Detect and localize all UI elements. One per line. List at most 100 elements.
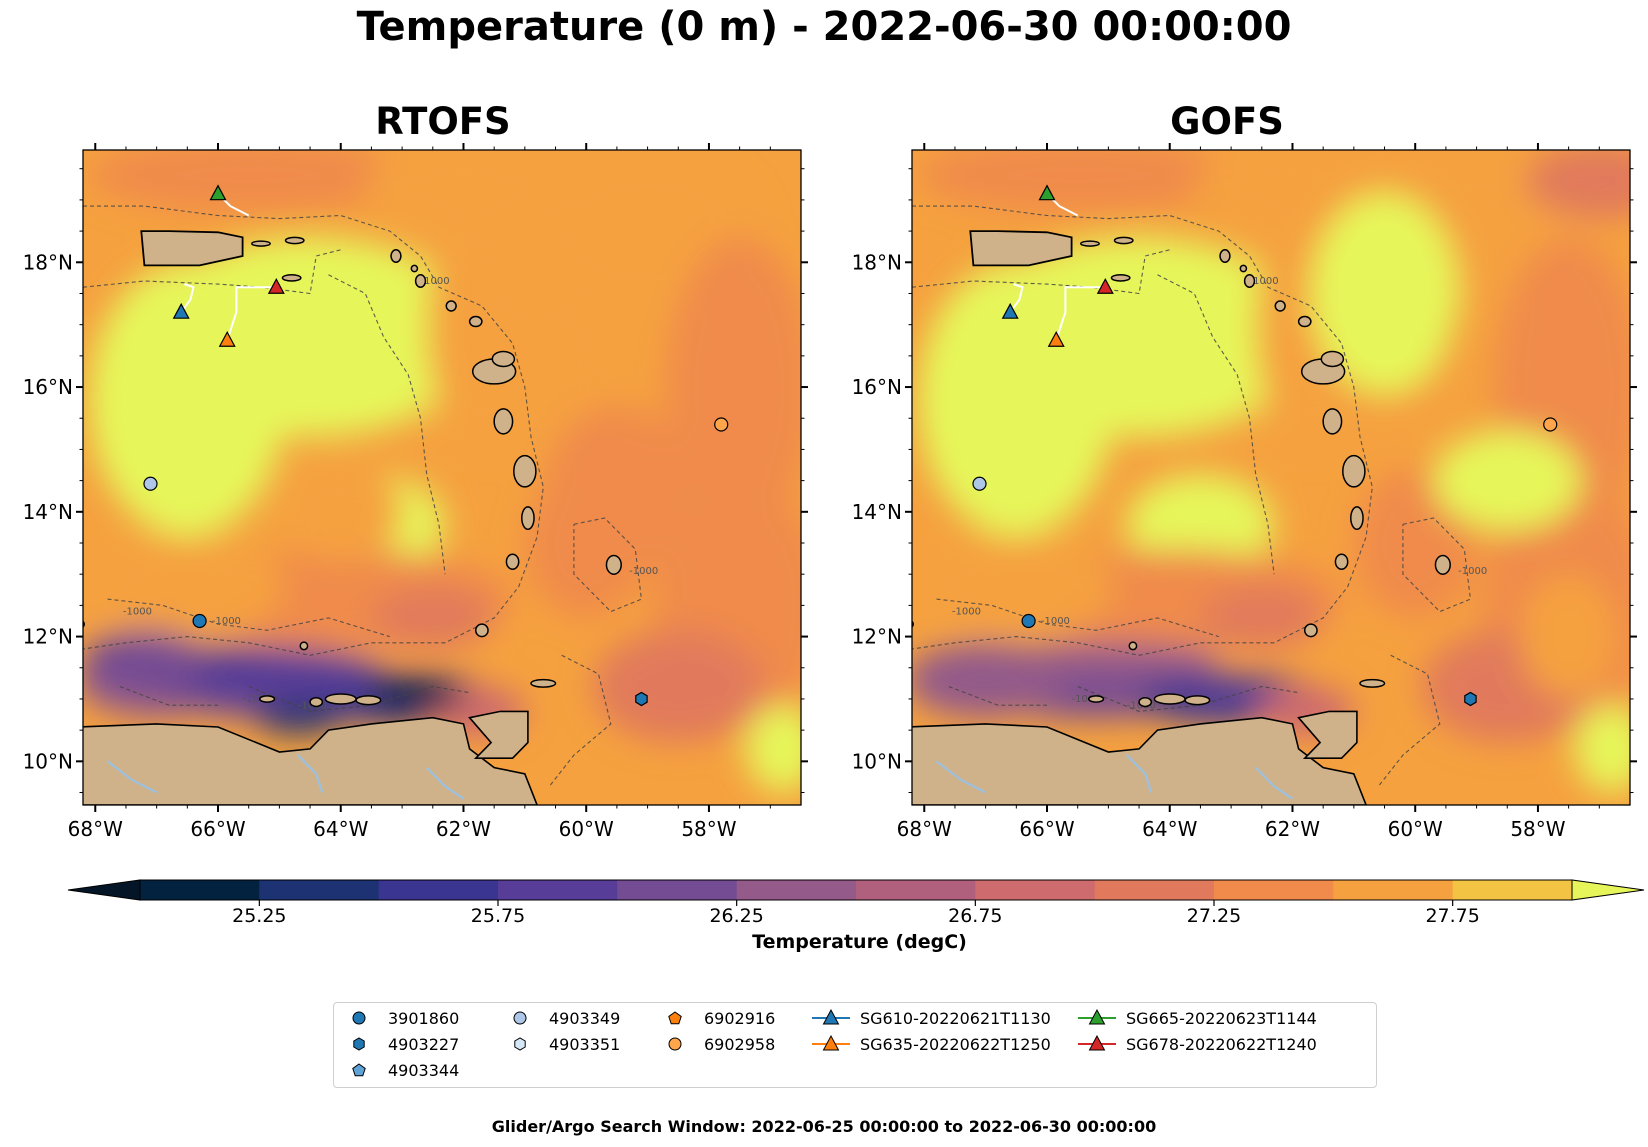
temperature-patch [83,630,206,693]
argo-float-4903227 [635,691,648,707]
island [605,554,622,575]
legend-label: 3901860 [388,1008,460,1028]
y-tick-label: 12°N [23,625,73,649]
temperature-patch [1194,150,1391,232]
island [390,249,402,264]
trinidad-land [1297,710,1358,759]
y-tick-label: 14°N [852,500,902,524]
argo-float-4903349 [143,476,158,491]
temperature-patch [1525,150,1630,219]
x-tick-label: 68°W [897,817,952,841]
legend-label: 4903349 [549,1008,621,1028]
isobath-label: -1000 [952,607,981,618]
colorbar-tick-label: 26.75 [948,905,1003,927]
island [284,236,305,245]
x-tick-label: 62°W [1265,817,1320,841]
island [258,695,276,703]
temperature-patch [279,461,403,562]
legend-item-4903349: 4903349 [499,1007,620,1029]
island [493,408,514,435]
map-area: -1000-1000-1000-1000-1000-1000 [912,150,1630,805]
y-tick-label: 18°N [23,250,73,274]
colorbar-swatch [1333,880,1454,900]
colorbar-swatch [1214,880,1334,900]
temperature-patch [918,536,1115,637]
isobath-label: -1000 [1458,566,1487,577]
panel-title-gofs: GOFS [1170,100,1284,143]
isobath-contour [548,654,612,787]
legend-item-4903227: 4903227 [338,1033,459,1055]
y-tick-label: 16°N [852,375,902,399]
temperature-patch [543,405,691,581]
argo-float-6902958 [714,417,729,432]
island [1359,678,1386,688]
legend-marker-icon [499,1033,541,1055]
island [1304,623,1318,638]
colorbar-tick-label: 27.25 [1186,905,1242,927]
map-panel-gofs[interactable]: -1000-1000-1000-1000-1000-100068°W66°W64… [851,138,1648,841]
map-frame [911,149,1631,806]
river [1126,754,1153,793]
island [530,678,557,688]
glider-track [1055,286,1103,341]
x-tick-label: 60°W [1388,817,1443,841]
island [445,300,457,312]
island [1334,553,1349,570]
legend-label: 4903227 [388,1034,460,1054]
y-tick-label: 18°N [852,250,902,274]
island [1087,695,1105,703]
glider-SG665-20220623T1144 [209,184,227,201]
temperature-patch [254,702,341,734]
island [324,693,357,705]
island [1350,506,1364,531]
isobath-label: -1000 [421,276,450,287]
island [521,506,535,531]
temperature-patch [918,262,1115,537]
colorbar-swatch [1094,880,1215,900]
temperature-patch [666,237,801,537]
argo-float-4903349 [972,476,987,491]
glider-track [180,283,195,313]
temperature-patch [918,150,1238,213]
map-area: -1000-1000-1000-1000-1000-1000 [83,150,801,805]
isobath-label: -1000 [243,694,272,705]
temperature-field [912,150,1630,793]
legend-label: SG635-20220622T1250 [860,1034,1051,1054]
glider-SG665-20220623T1144 [1038,184,1056,201]
colorbar-swatch [498,880,618,900]
colorbar-tick-label: 25.75 [470,905,526,927]
isobath-label: -1000 [1250,276,1279,287]
x-tick-label: 66°W [190,817,245,841]
legend-marker-icon [810,1033,852,1055]
temperature-patch [1519,574,1618,699]
colorbar-swatch [378,880,499,900]
legend-label: SG665-20220623T1144 [1126,1008,1317,1028]
colorbar-swatch [617,880,738,900]
isobath-contour [912,205,1373,656]
glider-SG678-20220622T1240 [267,277,285,294]
y-tick-label: 10°N [23,749,73,773]
map-panel-rtofs[interactable]: -1000-1000-1000-1000-1000-100068°W66°W64… [22,138,826,841]
legend-label: SG610-20220621T1130 [860,1008,1051,1028]
temperature-patch [89,262,286,537]
island [281,274,302,282]
colorbar-swatch [856,880,976,900]
legend-item-SG635-20220622T1250: SG635-20220622T1250 [810,1033,1051,1055]
colorbar-swatch [259,880,380,900]
island [410,264,419,273]
legend-label: 6902916 [704,1008,776,1028]
legend-label: SG678-20220622T1240 [1126,1034,1317,1054]
legend-marker-icon [810,1007,852,1029]
isobath-contour [83,205,544,656]
temperature-patch [1310,193,1459,394]
island [299,641,309,651]
glider-track [226,286,274,341]
isobath-contour [1077,685,1299,712]
glider-SG635-20220622T1250 [218,330,236,347]
island [1243,274,1256,288]
legend-item-SG610-20220621T1130: SG610-20220621T1130 [810,1007,1051,1029]
colorbar-swatch [736,880,857,900]
river [935,760,987,794]
isobath-contour [328,274,446,575]
temperature-field [83,150,801,793]
